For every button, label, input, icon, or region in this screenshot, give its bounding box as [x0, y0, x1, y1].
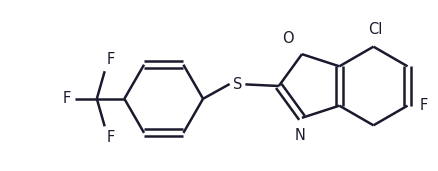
Text: F: F	[63, 91, 71, 106]
Text: N: N	[294, 128, 305, 143]
Text: O: O	[283, 31, 294, 46]
Text: F: F	[419, 98, 427, 113]
Text: Cl: Cl	[368, 22, 383, 37]
Text: F: F	[107, 130, 115, 145]
Text: F: F	[107, 52, 115, 67]
Text: S: S	[233, 77, 242, 91]
